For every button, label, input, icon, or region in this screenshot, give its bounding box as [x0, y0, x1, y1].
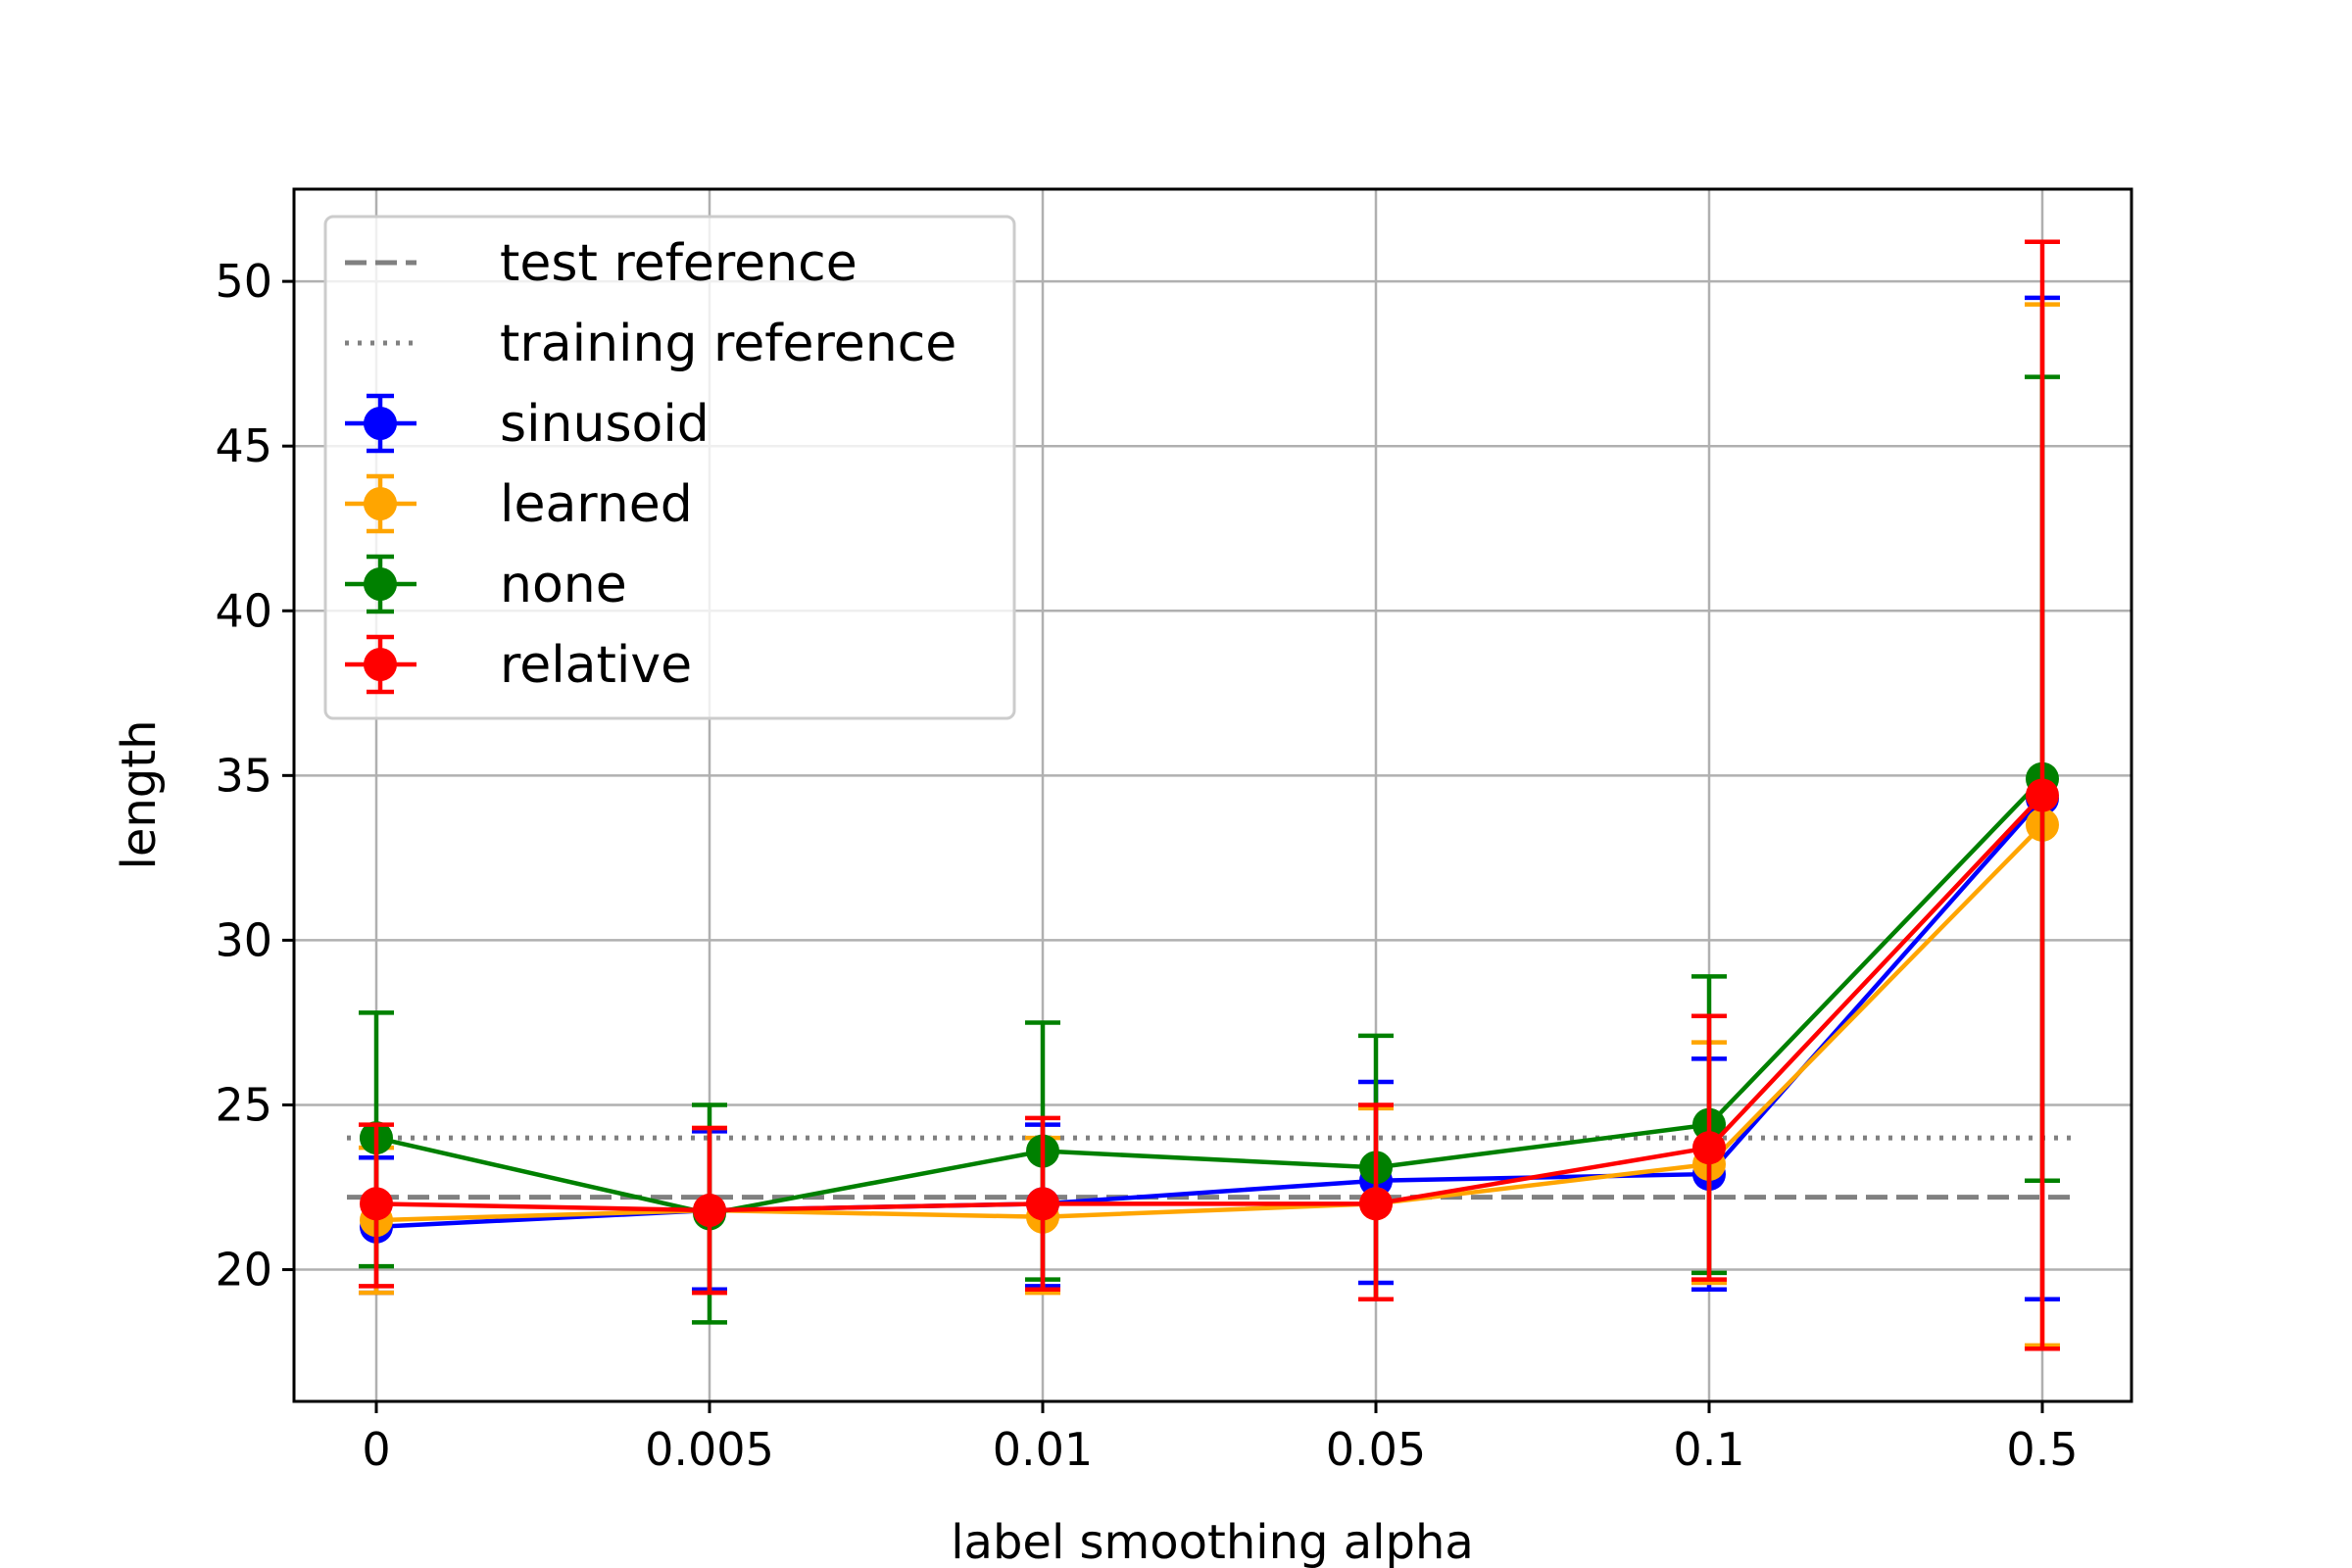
data-point [1692, 1131, 1726, 1165]
x-tick-label: 0.5 [2006, 1423, 2078, 1476]
legend-marker [364, 648, 397, 681]
x-tick-label: 0.01 [993, 1423, 1093, 1476]
y-tick-label: 45 [215, 419, 272, 472]
data-point [2026, 778, 2059, 812]
y-tick-label: 20 [215, 1244, 272, 1297]
y-axis-label: length [112, 720, 167, 870]
axis-ticks: 0 0.005 0.01 0.05 0.1 0.5 20 25 30 35 40 45 50 [215, 255, 2078, 1476]
y-tick-label: 25 [215, 1078, 272, 1131]
legend-marker [364, 407, 397, 440]
data-point [693, 1194, 726, 1228]
series-line-learned [375, 823, 2044, 1223]
data-point [1359, 1187, 1393, 1221]
legend-marker [364, 487, 397, 520]
legend-label: training reference [500, 315, 956, 373]
data-point [1026, 1187, 1059, 1221]
x-tick-label: 0.1 [1673, 1423, 1744, 1476]
legend-label: sinusoid [500, 395, 710, 454]
y-tick-label: 50 [215, 255, 272, 308]
plot-frame [292, 187, 2133, 1403]
x-tick-label: 0.005 [645, 1423, 774, 1476]
legend-label: learned [500, 475, 693, 534]
data-point [360, 1187, 393, 1221]
legend-label: none [500, 556, 627, 614]
x-axis-label: label smoothing alpha [951, 1515, 1474, 1568]
series-line-none [375, 777, 2044, 1216]
legend-label: relative [500, 636, 692, 695]
legend-marker [364, 567, 397, 601]
legend: test reference training reference sinusoid… [323, 215, 1016, 720]
legend-label: test reference [500, 234, 858, 293]
x-tick-label: 0.05 [1326, 1423, 1426, 1476]
series-relative [359, 239, 2060, 1351]
series-line-sinusoid [375, 797, 2044, 1230]
y-tick-label: 40 [215, 584, 272, 637]
x-tick-label: 0 [362, 1423, 390, 1476]
legend-box [323, 215, 1016, 720]
data-series [359, 239, 2060, 1351]
y-tick-label: 35 [215, 749, 272, 802]
series-line-relative [375, 793, 2044, 1213]
y-tick-label: 30 [215, 913, 272, 966]
